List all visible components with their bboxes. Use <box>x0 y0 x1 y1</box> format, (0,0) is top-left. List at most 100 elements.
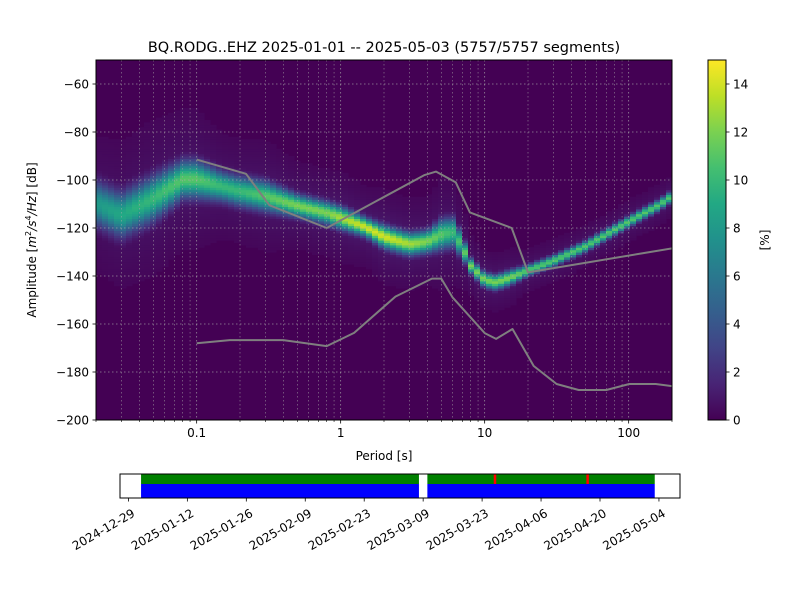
heat-cell <box>582 225 589 229</box>
heat-cell <box>96 218 103 222</box>
heat-cell <box>456 235 463 239</box>
heat-cell <box>504 273 511 277</box>
heat-cell <box>174 184 181 188</box>
heat-cell <box>132 192 139 195</box>
heat-cell <box>390 230 397 234</box>
heat-cell <box>534 266 541 270</box>
heat-cell <box>456 232 463 236</box>
heat-cell <box>366 232 373 236</box>
heat-cell <box>270 187 277 191</box>
heat-cell <box>498 252 505 255</box>
heat-cell <box>492 285 499 289</box>
heat-cell <box>198 117 205 121</box>
heat-cell <box>462 268 469 272</box>
heat-cell <box>294 189 301 193</box>
heat-cell <box>612 225 619 229</box>
heat-cell <box>150 189 157 193</box>
heat-cell <box>474 283 481 287</box>
heat-cell <box>504 256 511 260</box>
heat-cell <box>390 256 397 260</box>
heat-cell <box>552 244 559 248</box>
heat-cell <box>558 264 565 267</box>
heat-cell <box>654 192 661 195</box>
heat-cell <box>432 247 439 251</box>
heat-cell <box>108 192 115 195</box>
heat-cell <box>342 199 349 203</box>
heat-cell <box>516 292 523 296</box>
heat-cell <box>96 256 103 260</box>
heat-cell <box>384 199 391 203</box>
heat-cell <box>180 148 187 152</box>
heat-cell <box>150 254 157 258</box>
heat-cell <box>384 261 391 265</box>
heat-cell <box>366 213 373 217</box>
heat-cell <box>288 240 295 243</box>
heat-cell <box>96 187 103 191</box>
heat-cell <box>216 175 223 179</box>
heat-cell <box>114 280 121 284</box>
heat-cell <box>534 273 541 277</box>
heat-cell <box>408 211 415 215</box>
heat-cell <box>186 244 193 248</box>
heat-cell <box>450 252 457 255</box>
heat-cell <box>636 220 643 224</box>
heat-cell <box>120 261 127 265</box>
heat-cell <box>138 278 145 282</box>
heat-cell <box>240 182 247 186</box>
heat-cell <box>168 249 175 253</box>
heat-cell <box>258 148 265 152</box>
heat-cell <box>120 213 127 217</box>
heat-cell <box>96 148 103 152</box>
heat-cell <box>114 141 121 145</box>
heat-cell <box>180 110 187 114</box>
heat-cell <box>378 237 385 241</box>
heat-cell <box>432 285 439 289</box>
heat-cell <box>414 240 421 243</box>
heat-cell <box>126 204 133 207</box>
heat-cell <box>114 151 121 155</box>
heat-cell <box>198 144 205 147</box>
heat-cell <box>438 273 445 277</box>
heat-cell <box>192 189 199 193</box>
heat-cell <box>216 208 223 212</box>
heat-cell <box>234 199 241 203</box>
heat-cell <box>288 235 295 239</box>
heat-cell <box>192 158 199 162</box>
heat-cell <box>120 252 127 255</box>
heat-cell <box>444 240 451 243</box>
heat-cell <box>258 216 265 219</box>
heat-cell <box>306 228 313 231</box>
heat-cell <box>120 247 127 251</box>
heat-cell <box>534 244 541 248</box>
heat-cell <box>120 153 127 157</box>
heat-cell <box>510 285 517 289</box>
heat-cell <box>426 213 433 217</box>
heat-cell <box>462 252 469 255</box>
heat-cell <box>144 199 151 203</box>
heat-cell <box>432 259 439 263</box>
heat-cell <box>204 158 211 162</box>
heat-cell <box>114 201 121 205</box>
heat-cell <box>402 271 409 275</box>
heat-cell <box>516 261 523 265</box>
heat-cell <box>606 230 613 234</box>
heat-cell <box>120 206 127 210</box>
heat-cell <box>168 196 175 200</box>
heat-cell <box>258 235 265 239</box>
heat-cell <box>240 194 247 198</box>
heat-cell <box>174 175 181 179</box>
heat-cell <box>558 276 565 279</box>
heat-cell <box>612 247 619 251</box>
heat-cell <box>120 189 127 193</box>
heat-cell <box>546 271 553 275</box>
heat-cell <box>120 216 127 219</box>
heat-cell <box>114 266 121 270</box>
heat-cell <box>258 242 265 246</box>
heat-cell <box>390 201 397 205</box>
heat-cell <box>96 168 103 171</box>
heat-cell <box>108 213 115 217</box>
heat-cell <box>114 199 121 203</box>
heat-cell <box>168 228 175 231</box>
heat-cell <box>342 184 349 188</box>
heat-cell <box>180 160 187 164</box>
